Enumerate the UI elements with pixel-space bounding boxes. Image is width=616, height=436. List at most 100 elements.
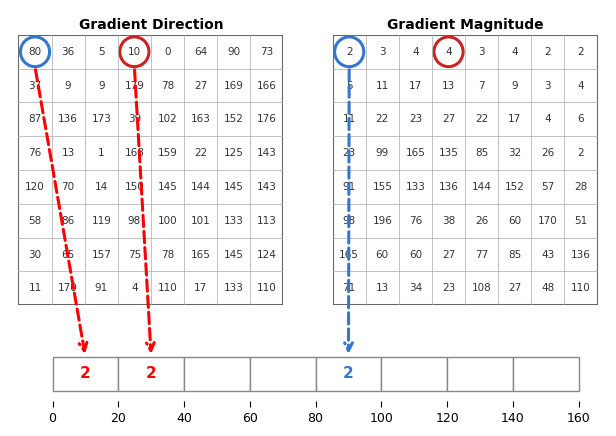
Text: 108: 108 bbox=[472, 283, 492, 293]
Text: 91: 91 bbox=[342, 182, 356, 192]
Text: 173: 173 bbox=[91, 114, 111, 124]
Text: 32: 32 bbox=[508, 148, 521, 158]
Text: 11: 11 bbox=[342, 114, 356, 124]
Text: 23: 23 bbox=[342, 148, 356, 158]
Text: 70: 70 bbox=[62, 182, 75, 192]
Text: 22: 22 bbox=[194, 148, 207, 158]
Text: 5: 5 bbox=[98, 47, 105, 57]
Text: 37: 37 bbox=[28, 81, 42, 91]
Text: 65: 65 bbox=[62, 249, 75, 259]
Text: 133: 133 bbox=[405, 182, 426, 192]
Text: 169: 169 bbox=[224, 81, 244, 91]
Text: 145: 145 bbox=[224, 182, 244, 192]
Text: 27: 27 bbox=[442, 114, 455, 124]
Text: 91: 91 bbox=[95, 283, 108, 293]
Text: 39: 39 bbox=[128, 114, 141, 124]
Text: 133: 133 bbox=[224, 283, 244, 293]
Text: 2: 2 bbox=[146, 366, 156, 382]
Text: 13: 13 bbox=[442, 81, 455, 91]
Text: 150: 150 bbox=[124, 182, 144, 192]
Text: 22: 22 bbox=[475, 114, 488, 124]
Text: 143: 143 bbox=[257, 182, 277, 192]
Text: 48: 48 bbox=[541, 283, 554, 293]
Text: 5: 5 bbox=[346, 81, 352, 91]
Text: 145: 145 bbox=[158, 182, 177, 192]
Text: 60: 60 bbox=[409, 249, 422, 259]
Text: 13: 13 bbox=[62, 148, 75, 158]
Text: 102: 102 bbox=[158, 114, 177, 124]
Text: 11: 11 bbox=[28, 283, 42, 293]
Text: 152: 152 bbox=[224, 114, 244, 124]
Text: 38: 38 bbox=[442, 216, 455, 226]
Text: 9: 9 bbox=[98, 81, 105, 91]
Text: 60: 60 bbox=[508, 216, 521, 226]
Bar bbox=[184, 357, 250, 391]
Text: 57: 57 bbox=[541, 182, 554, 192]
Text: 17: 17 bbox=[508, 114, 521, 124]
Text: 165: 165 bbox=[339, 249, 359, 259]
Text: 77: 77 bbox=[475, 249, 488, 259]
Text: 4: 4 bbox=[545, 114, 551, 124]
FancyBboxPatch shape bbox=[18, 35, 283, 305]
Text: 9: 9 bbox=[65, 81, 71, 91]
Bar bbox=[52, 357, 118, 391]
Text: 27: 27 bbox=[194, 81, 207, 91]
Text: 170: 170 bbox=[59, 283, 78, 293]
Text: 98: 98 bbox=[128, 216, 141, 226]
Text: 155: 155 bbox=[372, 182, 392, 192]
Text: 3: 3 bbox=[545, 81, 551, 91]
Text: 133: 133 bbox=[224, 216, 244, 226]
Text: 2: 2 bbox=[578, 148, 585, 158]
Text: 101: 101 bbox=[191, 216, 211, 226]
Title: Gradient Magnitude: Gradient Magnitude bbox=[387, 18, 543, 32]
Text: 136: 136 bbox=[439, 182, 458, 192]
Text: 98: 98 bbox=[342, 216, 356, 226]
Text: 80: 80 bbox=[28, 47, 42, 57]
Bar bbox=[513, 357, 578, 391]
Text: 176: 176 bbox=[257, 114, 277, 124]
Text: 30: 30 bbox=[28, 249, 42, 259]
Text: 17: 17 bbox=[194, 283, 207, 293]
Text: 179: 179 bbox=[124, 81, 144, 91]
Text: 165: 165 bbox=[405, 148, 426, 158]
Text: 163: 163 bbox=[190, 114, 211, 124]
Text: 76: 76 bbox=[409, 216, 422, 226]
Text: 1: 1 bbox=[98, 148, 105, 158]
Text: 23: 23 bbox=[409, 114, 422, 124]
Text: 78: 78 bbox=[161, 81, 174, 91]
Bar bbox=[250, 357, 315, 391]
Text: 110: 110 bbox=[257, 283, 277, 293]
Text: 85: 85 bbox=[475, 148, 488, 158]
Bar bbox=[381, 357, 447, 391]
Title: Gradient Direction: Gradient Direction bbox=[79, 18, 223, 32]
Text: 4: 4 bbox=[131, 283, 138, 293]
Text: 4: 4 bbox=[578, 81, 585, 91]
Text: 23: 23 bbox=[442, 283, 455, 293]
Text: 168: 168 bbox=[124, 148, 144, 158]
Text: 34: 34 bbox=[409, 283, 422, 293]
Text: 13: 13 bbox=[376, 283, 389, 293]
Text: 22: 22 bbox=[376, 114, 389, 124]
Text: 120: 120 bbox=[25, 182, 45, 192]
Text: 125: 125 bbox=[224, 148, 244, 158]
Text: 135: 135 bbox=[439, 148, 458, 158]
Text: 99: 99 bbox=[376, 148, 389, 158]
Text: 64: 64 bbox=[194, 47, 207, 57]
Text: 36: 36 bbox=[62, 47, 75, 57]
Text: 4: 4 bbox=[511, 47, 518, 57]
Text: 166: 166 bbox=[257, 81, 277, 91]
Text: 7: 7 bbox=[478, 81, 485, 91]
Text: 2: 2 bbox=[80, 366, 91, 382]
Text: 170: 170 bbox=[538, 216, 557, 226]
Text: 71: 71 bbox=[342, 283, 356, 293]
Text: 144: 144 bbox=[190, 182, 211, 192]
Text: 17: 17 bbox=[409, 81, 422, 91]
Text: 136: 136 bbox=[571, 249, 591, 259]
Text: 76: 76 bbox=[28, 148, 42, 158]
Text: 3: 3 bbox=[478, 47, 485, 57]
Text: 196: 196 bbox=[372, 216, 392, 226]
Bar bbox=[447, 357, 513, 391]
Text: 85: 85 bbox=[508, 249, 521, 259]
Text: 75: 75 bbox=[128, 249, 141, 259]
Text: 11: 11 bbox=[376, 81, 389, 91]
